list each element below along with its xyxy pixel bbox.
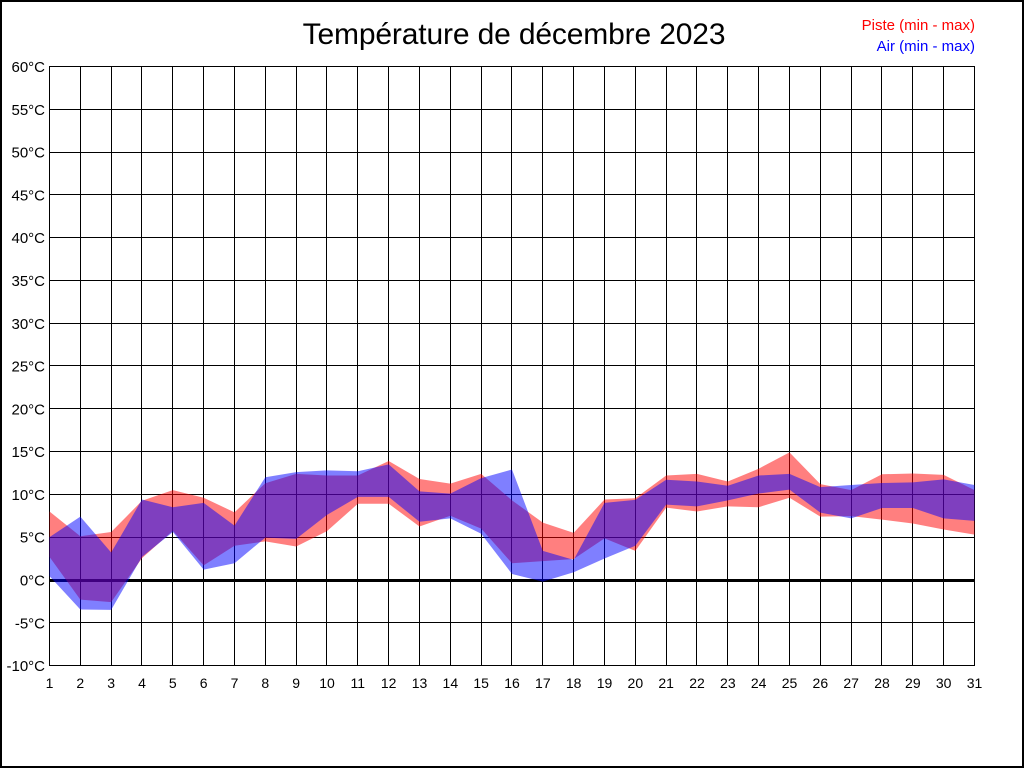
svg-text:5°C: 5°C: [20, 530, 45, 547]
svg-text:45°C: 45°C: [11, 187, 45, 204]
svg-text:27: 27: [843, 675, 859, 691]
svg-text:21: 21: [658, 675, 674, 691]
svg-text:50°C: 50°C: [11, 145, 45, 162]
svg-text:1: 1: [46, 675, 54, 691]
svg-text:16: 16: [504, 675, 520, 691]
svg-text:24: 24: [751, 675, 767, 691]
svg-text:20: 20: [628, 675, 644, 691]
svg-text:6: 6: [200, 675, 208, 691]
svg-text:3: 3: [107, 675, 115, 691]
svg-text:31: 31: [967, 675, 983, 691]
svg-text:22: 22: [689, 675, 705, 691]
svg-text:35°C: 35°C: [11, 273, 45, 290]
svg-text:30: 30: [936, 675, 952, 691]
svg-text:17: 17: [535, 675, 551, 691]
svg-text:15°C: 15°C: [11, 444, 45, 461]
svg-text:13: 13: [412, 675, 428, 691]
svg-text:40°C: 40°C: [11, 230, 45, 247]
svg-text:12: 12: [381, 675, 397, 691]
svg-text:28: 28: [874, 675, 890, 691]
svg-text:23: 23: [720, 675, 736, 691]
svg-text:Température de décembre 2023: Température de décembre 2023: [303, 18, 726, 51]
svg-text:26: 26: [813, 675, 829, 691]
svg-text:5: 5: [169, 675, 177, 691]
svg-text:55°C: 55°C: [11, 102, 45, 119]
svg-text:20°C: 20°C: [11, 401, 45, 418]
svg-text:2: 2: [76, 675, 84, 691]
svg-text:30°C: 30°C: [11, 316, 45, 333]
svg-text:7: 7: [231, 675, 239, 691]
svg-text:8: 8: [261, 675, 269, 691]
svg-text:25°C: 25°C: [11, 359, 45, 376]
svg-text:-5°C: -5°C: [15, 615, 45, 632]
svg-text:10: 10: [319, 675, 335, 691]
svg-text:-10°C: -10°C: [6, 658, 45, 675]
svg-text:25: 25: [782, 675, 798, 691]
svg-text:19: 19: [597, 675, 613, 691]
svg-text:11: 11: [351, 675, 366, 691]
svg-text:Air (min - max): Air (min - max): [877, 38, 975, 55]
svg-text:18: 18: [566, 675, 582, 691]
svg-text:60°C: 60°C: [11, 59, 45, 76]
svg-text:0°C: 0°C: [20, 573, 45, 590]
svg-text:9: 9: [292, 675, 300, 691]
svg-text:29: 29: [905, 675, 921, 691]
svg-text:4: 4: [138, 675, 146, 691]
svg-text:15: 15: [473, 675, 489, 691]
svg-text:14: 14: [443, 675, 459, 691]
svg-text:10°C: 10°C: [11, 487, 45, 504]
svg-text:Piste (min - max): Piste (min - max): [862, 17, 975, 34]
